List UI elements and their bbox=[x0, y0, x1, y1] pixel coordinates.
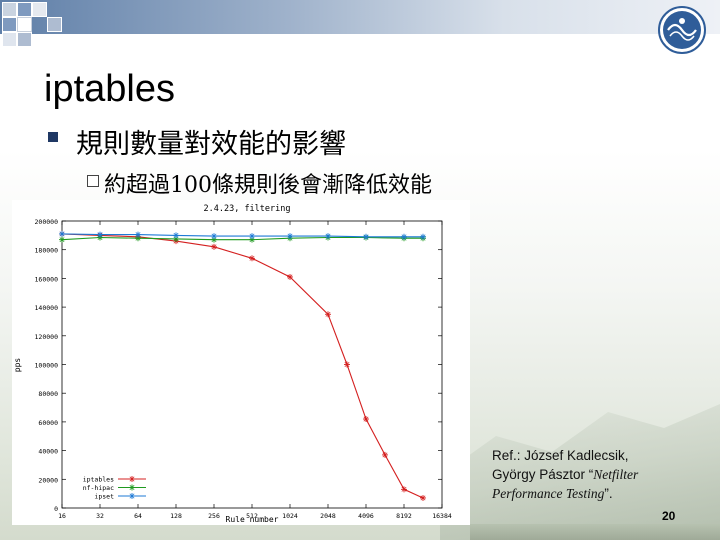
legend-label: nf-hipac bbox=[83, 484, 114, 492]
data-point-iptables bbox=[249, 255, 255, 262]
legend-marker bbox=[129, 493, 135, 499]
reference-line-1: Ref.: József Kadlecsik, bbox=[492, 448, 629, 463]
bullet-text-level1: 規則數量對效能的影響 bbox=[76, 129, 346, 160]
data-point-ipset bbox=[211, 233, 217, 240]
x-tick-label: 1024 bbox=[282, 512, 298, 520]
data-point-iptables bbox=[325, 311, 331, 318]
x-axis: 16 32 64 128 256 512 1024 2048 4096 8192 16384 bbox=[58, 221, 452, 520]
data-point-ipset bbox=[249, 233, 255, 240]
y-tick-label: 60000 bbox=[38, 419, 58, 427]
x-tick-label: 16 bbox=[58, 512, 66, 520]
x-tick-label: 512 bbox=[246, 512, 258, 520]
reference-line-3: Performance Testing”. bbox=[492, 484, 702, 503]
data-point-iptables bbox=[401, 486, 407, 493]
data-point-ipset bbox=[419, 233, 426, 240]
footer-bar bbox=[470, 524, 720, 540]
y-tick-label: 100000 bbox=[35, 362, 59, 370]
x-tick-label: 4096 bbox=[358, 512, 374, 520]
bullet-square-icon bbox=[48, 132, 58, 142]
legend-label: iptables bbox=[83, 476, 114, 484]
data-point-iptables bbox=[287, 273, 293, 280]
data-point-iptables bbox=[343, 361, 350, 368]
y-tick-label: 200000 bbox=[35, 218, 59, 226]
y-tick-label: 20000 bbox=[38, 476, 58, 484]
data-point-ipset bbox=[97, 231, 103, 238]
y-tick-label: 40000 bbox=[38, 448, 58, 456]
data-point-ipset bbox=[135, 231, 141, 238]
data-point-ipset bbox=[173, 232, 179, 239]
series-layer bbox=[59, 230, 426, 501]
page-number: 20 bbox=[662, 509, 676, 523]
chart: 2.4.23, filtering 0 20000 40000 60000 80000 1… bbox=[12, 200, 470, 525]
x-tick-label: 8192 bbox=[396, 512, 412, 520]
reference-line-2: György Pásztor “Netfilter bbox=[492, 465, 702, 484]
x-tick-label: 64 bbox=[134, 512, 142, 520]
reference-close-quote: ”. bbox=[604, 486, 613, 501]
data-point-iptables bbox=[211, 243, 217, 250]
reference-note: Ref.: József Kadlecsik, György Pásztor “… bbox=[492, 446, 702, 503]
y-tick-label: 160000 bbox=[35, 275, 59, 283]
square-decoration-icon bbox=[0, 0, 80, 60]
legend-marker bbox=[129, 484, 135, 491]
bullet-hollow-square-icon bbox=[87, 175, 99, 187]
x-tick-label: 32 bbox=[96, 512, 104, 520]
data-point-iptables bbox=[381, 451, 388, 458]
data-point-nf-hipac bbox=[59, 236, 65, 243]
y-tick-label: 140000 bbox=[35, 304, 59, 312]
chart-svg: 2.4.23, filtering 0200004000060000800001… bbox=[12, 200, 470, 525]
chart-background bbox=[12, 200, 470, 525]
data-point-ipset bbox=[287, 233, 293, 240]
y-axis-label: pps bbox=[13, 358, 22, 373]
x-tick-label: 2048 bbox=[320, 512, 336, 520]
slide-title: iptables bbox=[44, 68, 175, 110]
legend-marker bbox=[129, 476, 135, 482]
y-tick-label: 0 bbox=[54, 505, 58, 513]
data-point-ipset bbox=[59, 230, 65, 237]
header-band bbox=[0, 0, 720, 34]
y-tick-label: 180000 bbox=[35, 247, 59, 255]
reference-title-part2: Performance Testing bbox=[492, 486, 605, 501]
bullet-text-level2: 約超過100條規則後會漸降低效能 bbox=[104, 173, 432, 198]
x-tick-label: 128 bbox=[170, 512, 182, 520]
data-point-iptables bbox=[419, 494, 426, 501]
x-axis-label: Rule number bbox=[226, 515, 279, 524]
reference-authors: György Pásztor “ bbox=[492, 467, 594, 482]
y-axis: 0 20000 40000 60000 80000 100000 120000 140000 1… bbox=[35, 218, 442, 513]
reference-title-part1: Netfilter bbox=[593, 467, 639, 482]
data-point-iptables bbox=[363, 416, 369, 423]
data-point-ipset bbox=[363, 233, 369, 240]
legend-label: ipset bbox=[94, 493, 114, 501]
y-tick-label: 80000 bbox=[38, 390, 58, 398]
y-tick-label: 120000 bbox=[35, 333, 59, 341]
data-point-ipset bbox=[325, 233, 331, 240]
x-tick-label: 256 bbox=[208, 512, 220, 520]
x-tick-label: 16384 bbox=[432, 512, 452, 520]
chart-title: 2.4.23, filtering bbox=[204, 204, 291, 214]
university-seal-icon bbox=[658, 6, 706, 54]
data-point-ipset bbox=[401, 233, 407, 240]
